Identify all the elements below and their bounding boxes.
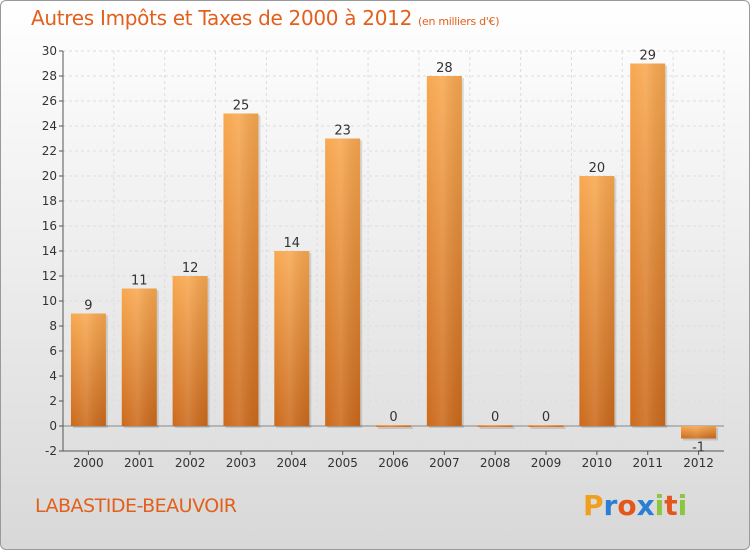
chart-unit-label: (en milliers d'€)	[418, 15, 500, 28]
x-tick-label-2006: 2006	[378, 456, 409, 470]
bar-highlight	[325, 138, 361, 426]
y-tick-label: 16	[42, 219, 57, 233]
bar-highlight	[376, 425, 411, 427]
logo-letter: r	[603, 489, 618, 522]
chart-title-text: Autres Impôts et Taxes de 2000 à 2012	[31, 6, 412, 30]
y-tick-label: 12	[42, 269, 57, 283]
y-tick-label: 2	[49, 394, 57, 408]
bar-highlight	[70, 313, 106, 426]
x-tick-label-2001: 2001	[124, 456, 155, 470]
y-tick-label: 4	[49, 369, 57, 383]
bar-shadow	[479, 427, 515, 429]
x-tick-label-2003: 2003	[226, 456, 257, 470]
y-tick-label: 6	[49, 344, 57, 358]
y-tick-label: 26	[42, 94, 57, 108]
x-tick-label-2004: 2004	[277, 456, 308, 470]
bar-highlight	[172, 276, 208, 426]
x-tick-label-2011: 2011	[632, 456, 663, 470]
value-label-2012: -1	[692, 441, 705, 456]
y-tick-label: 24	[42, 119, 57, 133]
bar-highlight	[121, 288, 157, 426]
logo-letter: x	[636, 489, 655, 522]
y-tick-label: 18	[42, 194, 57, 208]
value-label-2001: 11	[131, 274, 148, 289]
y-tick-label: 0	[49, 419, 57, 433]
value-label-2009: 0	[542, 410, 550, 425]
logo-letter: i	[677, 489, 688, 522]
x-tick-label-2007: 2007	[429, 456, 460, 470]
logo-letter: i	[654, 489, 665, 522]
bar-highlight	[579, 176, 615, 426]
y-tick-label: 22	[42, 144, 57, 158]
x-tick-label-2008: 2008	[480, 456, 511, 470]
bar-shadow	[530, 427, 566, 429]
y-tick-label: -2	[45, 444, 57, 458]
value-label-2007: 28	[436, 61, 453, 76]
y-tick-label: 8	[49, 319, 57, 333]
x-tick-label-2010: 2010	[582, 456, 613, 470]
x-tick-label-2012: 2012	[683, 456, 714, 470]
bar-highlight	[426, 76, 462, 426]
value-label-2006: 0	[389, 410, 397, 425]
proxiti-logo: Proxiti	[583, 489, 687, 522]
y-tick-label: 10	[42, 294, 57, 308]
value-label-2004: 14	[284, 236, 301, 251]
bar-highlight	[681, 426, 717, 439]
value-label-2010: 20	[589, 161, 606, 176]
bar-highlight	[630, 63, 666, 426]
value-label-2008: 0	[491, 410, 499, 425]
y-tick-label: 20	[42, 169, 57, 183]
value-label-2005: 23	[334, 124, 351, 139]
y-tick-label: 30	[42, 44, 57, 58]
bar-highlight	[274, 251, 310, 426]
bars	[70, 63, 719, 441]
y-tick-label: 14	[42, 244, 57, 258]
x-tick-label-2005: 2005	[327, 456, 358, 470]
bar-highlight	[223, 113, 259, 426]
value-label-2000: 9	[84, 299, 92, 314]
bar-highlight	[528, 425, 564, 427]
chart-title: Autres Impôts et Taxes de 2000 à 2012 (en…	[31, 6, 499, 30]
x-tick-label-2000: 2000	[73, 456, 104, 470]
bar-highlight	[477, 425, 513, 427]
x-tick-label-2009: 2009	[531, 456, 562, 470]
value-label-2011: 29	[639, 49, 656, 64]
town-name: LABASTIDE-BEAUVOIR	[35, 495, 237, 517]
value-label-2003: 25	[233, 99, 250, 114]
x-tick-label-2002: 2002	[175, 456, 206, 470]
bar-shadow	[378, 427, 413, 429]
logo-letter: t	[664, 489, 678, 522]
logo-letter: o	[617, 489, 637, 522]
labels: -202468101214161820222426283092000112001…	[42, 44, 714, 470]
grid-lines	[62, 50, 725, 452]
y-tick-label: 28	[42, 69, 57, 83]
logo-letter: P	[583, 489, 604, 522]
value-label-2002: 12	[182, 261, 199, 276]
